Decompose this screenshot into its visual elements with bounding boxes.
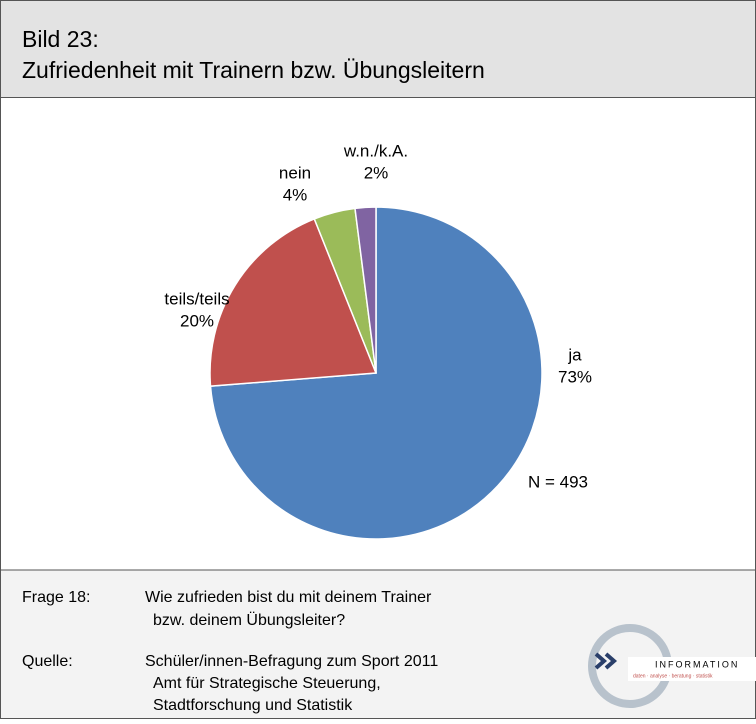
source: Amt für Strategische Steuerung, bbox=[153, 675, 381, 692]
chart-title: Zufriedenheit mit Trainern bzw. Übungsle… bbox=[22, 57, 485, 83]
logo: INFORMATION daten · analyse · beratung ·… bbox=[588, 624, 756, 708]
slice-label: teils/teils bbox=[164, 289, 229, 308]
logo-text: INFORMATION bbox=[655, 659, 739, 669]
slice-value-label: 4% bbox=[283, 185, 308, 204]
slice-label: ja bbox=[567, 345, 582, 364]
slice-value-label: 2% bbox=[364, 163, 389, 182]
header-box bbox=[0, 0, 756, 98]
question: Wie zufrieden bist du mit deinem Trainer bbox=[145, 589, 432, 606]
annotation: N = 493 bbox=[528, 472, 588, 491]
figure-label: Bild 23: bbox=[22, 26, 99, 52]
pie bbox=[209, 206, 543, 540]
slice-label: nein bbox=[279, 163, 311, 182]
slice-value-label: 73% bbox=[558, 367, 592, 386]
logo-arrows bbox=[594, 652, 618, 670]
logo-band bbox=[628, 657, 756, 681]
pie-slice bbox=[354, 206, 377, 374]
source-label: Quelle: bbox=[22, 653, 73, 670]
slice-value-label: 20% bbox=[180, 311, 214, 330]
question: bzw. deinem Übungsleiter? bbox=[153, 611, 345, 629]
logo-subtext: daten · analyse · beratung · statistik bbox=[633, 673, 713, 679]
slice-label: w.n./k.A. bbox=[343, 141, 408, 160]
source: Stadtforschung und Statistik bbox=[153, 697, 353, 714]
footer-box bbox=[0, 569, 756, 719]
question-label: Frage 18: bbox=[22, 589, 90, 606]
pie-slice bbox=[209, 217, 378, 387]
source: Schüler/innen-Befragung zum Sport 2011 bbox=[145, 653, 438, 670]
